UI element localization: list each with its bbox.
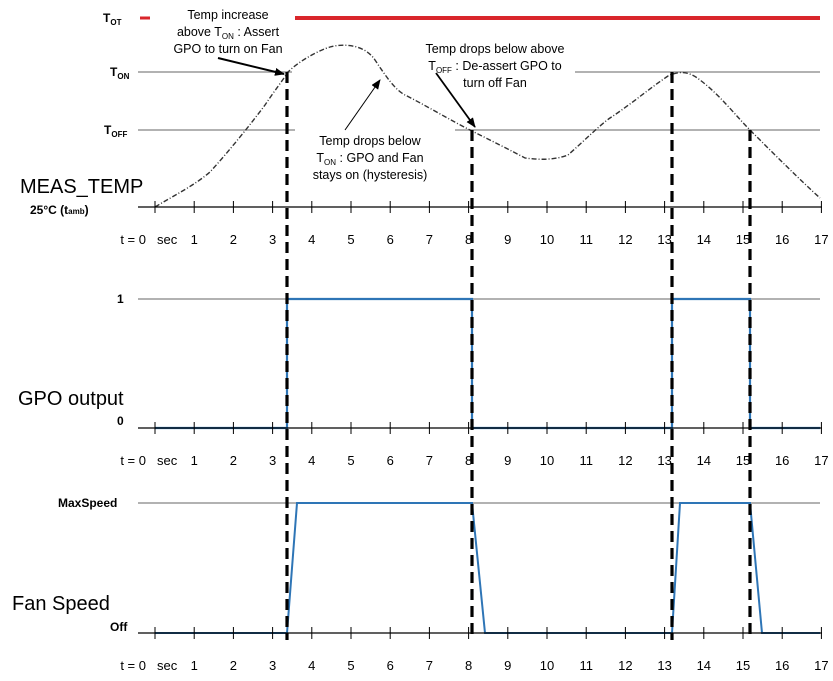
- axis-tick-label: 13: [657, 658, 671, 673]
- axis-tick-label: 16: [775, 232, 789, 247]
- axis-tick-label: 17: [814, 232, 828, 247]
- axis-tick-label: 11: [579, 658, 593, 673]
- axis-tick-label: 6: [387, 232, 394, 247]
- axis-tick-label: 17: [814, 453, 828, 468]
- axis-unit-label: sec: [157, 658, 178, 673]
- axis-tick-label: 9: [504, 232, 511, 247]
- axis-tick-label: 13: [657, 232, 671, 247]
- annotation-assert: Temp increase above TON : Assert GPO to …: [173, 8, 285, 76]
- axis-tick-label: 15: [736, 453, 750, 468]
- axis-tick-label: 10: [540, 453, 554, 468]
- gpo-high-label: 1: [117, 292, 124, 306]
- axis-tick-label: 15: [736, 232, 750, 247]
- annotation-arrow-hysteresis: [344, 79, 381, 131]
- axis-tick-label: 3: [269, 232, 276, 247]
- axis-tick-label: 2: [230, 453, 237, 468]
- axis-tick-label: 2: [230, 232, 237, 247]
- axis-tick-label: 7: [426, 453, 433, 468]
- axis-tick-label: 5: [347, 658, 354, 673]
- gpo-low-label: 0: [117, 414, 124, 428]
- axis-tick-label: 16: [775, 453, 789, 468]
- tot-label: TOT: [103, 11, 122, 27]
- axis-tick-label: 5: [347, 232, 354, 247]
- gpo-output-signal: [155, 297, 820, 430]
- time-axis-fan: t = 0 sec 1 2 3 4 5 6 7 8 9 10 11 12 13 14 15 16 17: [120, 627, 829, 673]
- axis-tick-label: 14: [697, 453, 711, 468]
- annotation-arrow-deassert: [435, 72, 476, 128]
- axis-tick-label: 5: [347, 453, 354, 468]
- axis-tick-label: 10: [540, 658, 554, 673]
- fan-speed-signal: [155, 502, 820, 634]
- axis-tick-label: 3: [269, 453, 276, 468]
- axis-tick-label: 6: [387, 658, 394, 673]
- axis-tick-label: 12: [618, 232, 632, 247]
- axis-tick-label: 11: [579, 453, 593, 468]
- axis-tick-label: 9: [504, 658, 511, 673]
- axis-tick-label: 7: [426, 232, 433, 247]
- annotation-deassert: Temp drops below above TOFF : De-assert …: [426, 42, 565, 128]
- axis-tick-label: 15: [736, 658, 750, 673]
- toff-label: TOFF: [104, 123, 127, 139]
- meas-temp-title: MEAS_TEMP: [20, 176, 143, 198]
- svg-text:GPO to turn on Fan: GPO to turn on Fan: [173, 42, 282, 56]
- svg-text:above TON : Assert: above TON : Assert: [177, 25, 280, 41]
- svg-text:Temp drops below: Temp drops below: [319, 134, 421, 148]
- axis-start-label: t = 0: [120, 232, 146, 247]
- axis-tick-label: 8: [465, 232, 472, 247]
- annotation-arrow-assert: [217, 57, 285, 76]
- svg-text:Temp increase: Temp increase: [187, 8, 268, 22]
- axis-tick-label: 3: [269, 658, 276, 673]
- time-axis-gpo: t = 0 sec 1 2 3 4 5 6 7 8 9 10 11 12 13 14 15 16 17: [120, 422, 829, 468]
- annotation-hysteresis: Temp drops below TON : GPO and Fan stays…: [313, 79, 428, 182]
- gpo-output-title: GPO output: [18, 388, 124, 410]
- axis-tick-label: 4: [308, 453, 315, 468]
- svg-text:TOFF : De-assert GPO to: TOFF : De-assert GPO to: [428, 59, 561, 75]
- axis-start-label: t = 0: [120, 658, 146, 673]
- svg-text:turn off Fan: turn off Fan: [463, 76, 527, 90]
- axis-tick-label: 8: [465, 658, 472, 673]
- axis-tick-label: 17: [814, 658, 828, 673]
- axis-tick-label: 1: [191, 232, 198, 247]
- axis-tick-label: 2: [230, 658, 237, 673]
- axis-tick-label: 12: [618, 453, 632, 468]
- axis-tick-label: 9: [504, 453, 511, 468]
- axis-start-label: t = 0: [120, 453, 146, 468]
- axis-tick-label: 4: [308, 232, 315, 247]
- svg-text:stays on (hysteresis): stays on (hysteresis): [313, 168, 428, 182]
- axis-tick-label: 14: [697, 658, 711, 673]
- fan-off-label: Off: [110, 620, 128, 634]
- svg-text:TON : GPO and Fan: TON : GPO and Fan: [316, 151, 423, 167]
- axis-tick-label: 13: [657, 453, 671, 468]
- axis-tick-label: 1: [191, 453, 198, 468]
- svg-text:Temp drops below above: Temp drops below above: [426, 42, 565, 56]
- axis-tick-label: 6: [387, 453, 394, 468]
- axis-tick-label: 16: [775, 658, 789, 673]
- axis-tick-label: 14: [697, 232, 711, 247]
- axis-tick-label: 12: [618, 658, 632, 673]
- axis-tick-label: 11: [579, 232, 593, 247]
- fan-max-label: MaxSpeed: [58, 496, 117, 510]
- fan-speed-title: Fan Speed: [12, 593, 110, 615]
- ton-label: TON: [110, 65, 130, 81]
- axis-unit-label: sec: [157, 232, 178, 247]
- axis-tick-label: 10: [540, 232, 554, 247]
- axis-tick-label: 7: [426, 658, 433, 673]
- axis-tick-label: 1: [191, 658, 198, 673]
- axis-unit-label: sec: [157, 453, 178, 468]
- axis-tick-label: 8: [465, 453, 472, 468]
- time-axis-temp: t = 0 sec 1 2 3 4 5 6 7 8 9 10 11 12 13 14 15 16 17: [120, 201, 829, 247]
- axis-tick-label: 4: [308, 658, 315, 673]
- amb-label: 25°C (tamb): [30, 203, 89, 217]
- meas-temp-curve: [154, 44, 821, 208]
